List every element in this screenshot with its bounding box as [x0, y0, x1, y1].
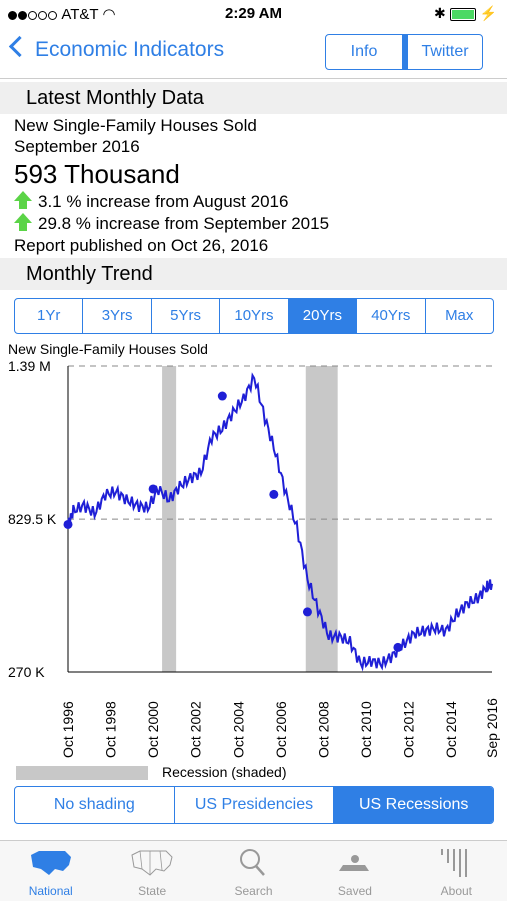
y-tick-label: 829.5 K [8, 511, 57, 527]
carrier-label: AT&T [61, 6, 99, 23]
info-button[interactable]: Info [350, 43, 378, 60]
legend-label: Recession (shaded) [162, 764, 287, 780]
change-year-text: 29.8 % increase from September 2015 [38, 214, 330, 233]
range-40yrs[interactable]: 40Yrs [356, 299, 424, 333]
tab-label: National [28, 884, 73, 898]
range-1yr[interactable]: 1Yr [37, 307, 61, 324]
carrier: AT&T ◠ [8, 5, 116, 23]
latest-value: 593 Thousand [14, 159, 180, 189]
tab-state[interactable]: State [101, 841, 202, 901]
tab-national[interactable]: National [0, 841, 101, 901]
range-10yrs[interactable]: 10Yrs [219, 299, 287, 333]
x-tick-label: Oct 1998 [103, 701, 119, 758]
tab-search[interactable]: Search [203, 841, 304, 901]
about-bars-icon [441, 849, 468, 877]
data-point-marker [393, 642, 403, 652]
saved-icon [338, 855, 369, 871]
period: September 2016 [14, 137, 140, 156]
change-month-text: 3.1 % increase from August 2016 [38, 192, 289, 211]
x-tick-label: Sep 2016 [484, 698, 500, 758]
magnifier-icon [239, 849, 265, 876]
tab-label: Search [234, 884, 273, 898]
series-name: New Single-Family Houses Sold [14, 116, 257, 135]
twitter-button[interactable]: Twitter [402, 35, 482, 69]
x-tick-label: Oct 2006 [273, 701, 289, 758]
y-tick-label: 270 K [8, 664, 45, 680]
signal-icon [8, 6, 58, 23]
chart-title: New Single-Family Houses Sold [8, 341, 208, 357]
published: Report published on Oct 26, 2016 [14, 236, 269, 255]
trend-header: Monthly Trend [26, 263, 153, 285]
up-arrow-icon [14, 191, 32, 209]
tab-bar: National State Search Saved About [0, 840, 507, 901]
tab-label: Saved [337, 884, 372, 898]
tab-label: About [440, 884, 472, 898]
tab-saved[interactable]: Saved [304, 841, 405, 901]
shading-us-recessions[interactable]: US Recessions [333, 787, 493, 823]
range-selector: 1Yr 3Yrs 5Yrs 10Yrs 20Yrs 40Yrs Max [14, 298, 494, 334]
tab-about[interactable]: About [406, 841, 507, 901]
data-point-marker [148, 484, 158, 494]
state-map-icon [131, 850, 173, 876]
status-right: ✱ ⚡ [434, 5, 497, 22]
info-twitter-segment: Info Twitter [325, 34, 483, 70]
x-tick-label: Oct 1996 [60, 701, 76, 758]
shading-no-shading[interactable]: No shading [53, 796, 135, 813]
usa-map-icon [30, 851, 71, 875]
range-3yrs[interactable]: 3Yrs [82, 299, 150, 333]
data-point-marker [269, 489, 279, 499]
latest-header: Latest Monthly Data [26, 87, 204, 109]
x-tick-label: Oct 2010 [358, 701, 374, 758]
data-point-marker [302, 607, 312, 617]
bluetooth-icon: ✱ [434, 5, 446, 21]
series-line [67, 372, 493, 672]
y-tick-label: 1.39 M [8, 358, 51, 374]
back-button[interactable]: Economic Indicators [8, 35, 225, 62]
range-20yrs[interactable]: 20Yrs [287, 299, 357, 333]
clock: 2:29 AM [225, 5, 282, 22]
recession-swatch [16, 766, 148, 780]
tab-label: State [138, 884, 167, 898]
chevron-left-icon [8, 35, 31, 58]
data-point-marker [217, 391, 227, 401]
x-tick-label: Oct 2008 [315, 701, 331, 758]
wifi-icon: ◠ [102, 6, 116, 23]
latest-section-header: Latest Monthly Data [0, 82, 507, 114]
shading-selector: No shading US Presidencies US Recessions [14, 786, 494, 824]
up-arrow-icon [14, 213, 32, 231]
x-tick-label: Oct 2002 [188, 701, 204, 758]
back-label: Economic Indicators [35, 38, 225, 61]
data-point-marker [63, 519, 73, 529]
change-year: 29.8 % increase from September 2015 [14, 213, 330, 234]
status-bar: AT&T ◠ 2:29 AM ✱ ⚡ [0, 0, 507, 28]
x-tick-label: Oct 2000 [145, 701, 161, 758]
battery-icon [449, 7, 476, 21]
range-max[interactable]: Max [424, 299, 493, 333]
x-tick-label: Oct 2014 [443, 701, 459, 758]
x-tick-label: Oct 2004 [230, 701, 246, 758]
change-month: 3.1 % increase from August 2016 [14, 191, 289, 212]
charging-icon: ⚡ [479, 5, 497, 21]
navigation-bar: Economic Indicators Info Twitter [0, 28, 507, 79]
range-5yrs[interactable]: 5Yrs [150, 299, 219, 333]
trend-section-header: Monthly Trend [0, 258, 507, 290]
x-tick-label: Oct 2012 [401, 701, 417, 758]
shading-us-presidencies[interactable]: US Presidencies [173, 787, 334, 823]
